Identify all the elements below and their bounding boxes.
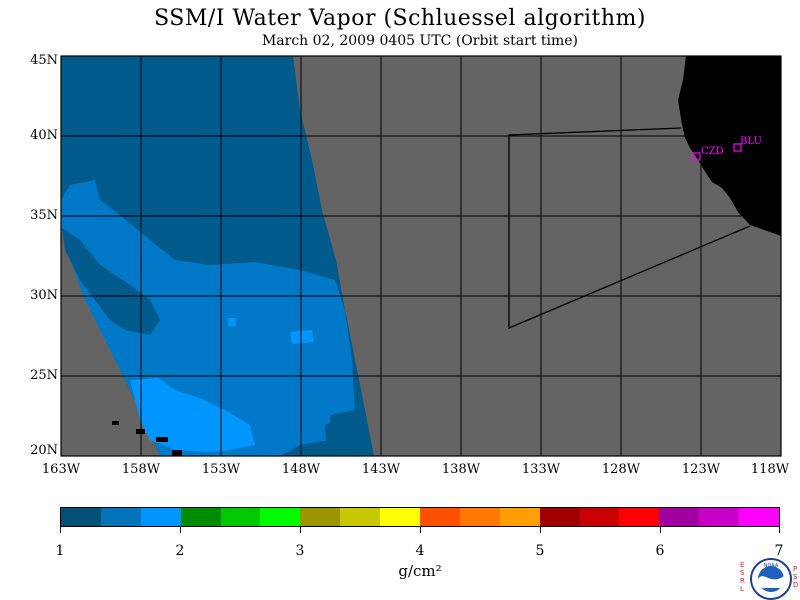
swath-dark-band: [62, 228, 160, 335]
lat-lon-grid: [61, 56, 781, 456]
swath-high-1: [130, 378, 255, 452]
lat-label: 25N: [30, 368, 58, 383]
colorbar-swatch: [699, 508, 740, 526]
logo-center-text: NOAA: [764, 563, 779, 569]
lon-label: 148W: [281, 462, 321, 477]
station-marker-czd: [692, 152, 701, 161]
land-north-america: [678, 56, 781, 236]
colorbar-swatch: [579, 508, 620, 526]
lat-label: 20N: [30, 443, 58, 458]
lat-label: 45N: [30, 53, 58, 68]
swath-dark-band-2: [325, 418, 372, 456]
lon-label: 163W: [41, 462, 81, 477]
colorbar-swatch: [260, 508, 301, 526]
lat-label: 35N: [30, 208, 58, 223]
island-kauai: [112, 421, 119, 425]
colorbar-tick-label: 3: [295, 543, 305, 559]
colorbar-tick-label: 6: [655, 543, 665, 559]
colorbar-swatch: [459, 508, 500, 526]
station-label-blu: BLU: [740, 136, 762, 147]
station-label-czd: CZD: [701, 146, 724, 157]
island-maui: [156, 437, 168, 442]
colorbar-units: g/cm²: [398, 562, 442, 580]
colorbar-swatch: [180, 508, 221, 526]
colorbar-swatch: [220, 508, 261, 526]
colorbar-tick-label: 1: [55, 543, 65, 559]
colorbar-swatch: [61, 508, 101, 526]
colorbar-tick-label: 5: [535, 543, 545, 559]
colorbar-swatch: [619, 508, 660, 526]
colorbar-swatch: [140, 508, 181, 526]
lon-label: 133W: [521, 462, 561, 477]
swath-high-3: [228, 318, 236, 326]
lon-label: 158W: [121, 462, 161, 477]
lon-label: 123W: [681, 462, 721, 477]
colorbar-swatch: [300, 508, 341, 526]
colorbar-tick-label: 2: [175, 543, 185, 559]
lon-label: 128W: [601, 462, 641, 477]
lon-label: 143W: [361, 462, 401, 477]
station-marker-blu: [733, 143, 742, 152]
colorbar-tick-label: 4: [415, 543, 425, 559]
lon-label: 153W: [201, 462, 241, 477]
colorbar-swatch: [420, 508, 460, 526]
colorbar-tick-label: 7: [774, 543, 784, 559]
colorbar-swatch: [340, 508, 381, 526]
colorbar-swatch: [659, 508, 700, 526]
colorbar-swatch: [100, 508, 141, 526]
colorbar-swatch: [739, 508, 780, 526]
lon-label: 118W: [750, 462, 790, 477]
noaa-emblem-icon: NOAA: [750, 558, 792, 600]
map-frame: [60, 55, 782, 457]
lat-label: 40N: [30, 128, 58, 143]
colorbar-swatch: [380, 508, 421, 526]
colorbar-swatch: [539, 508, 580, 526]
colorbar: [60, 507, 780, 527]
colorbar-swatch: [499, 508, 540, 526]
chart-title: SSM/I Water Vapor (Schluessel algorithm): [154, 6, 646, 31]
chart-subtitle: March 02, 2009 0405 UTC (Orbit start tim…: [261, 33, 579, 49]
lon-label: 138W: [441, 462, 481, 477]
swath-high-2: [290, 330, 314, 344]
lat-label: 30N: [30, 288, 58, 303]
island-hawaii: [172, 450, 182, 456]
region-outline: [508, 127, 751, 329]
